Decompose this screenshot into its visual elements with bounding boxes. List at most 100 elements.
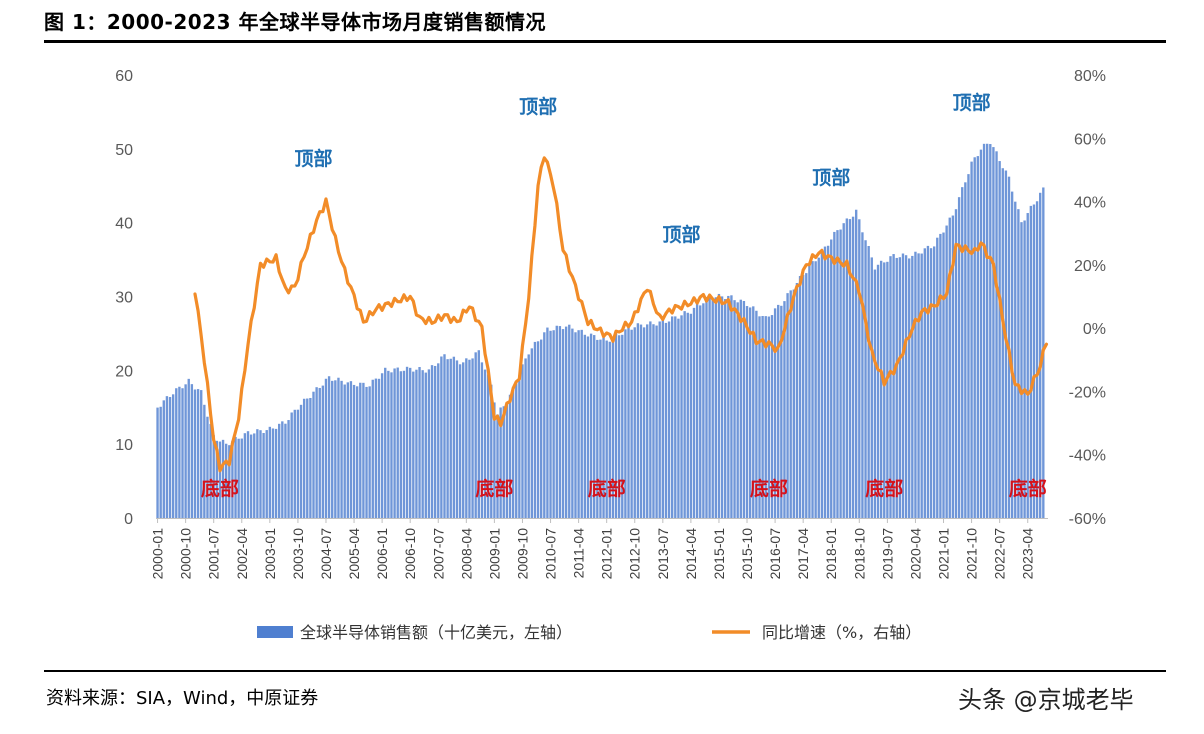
sales-bar [458,364,462,518]
sales-bar [1010,191,1014,518]
sales-bar [599,339,602,518]
sales-bar [795,283,799,518]
sales-bar [365,386,368,518]
sales-bar [184,384,187,518]
sales-bar [942,232,945,518]
sales-bar [493,402,496,518]
sales-bar [692,307,696,518]
sales-bar [655,325,658,518]
sales-bar [864,240,867,519]
sales-bar [708,295,711,518]
sales-bar [839,229,842,518]
sales-bar [312,391,315,518]
sales-bar [571,328,574,518]
x-axis-tick-label: 2022-07 [992,528,1008,580]
sales-bar [315,387,318,518]
sales-bar [196,389,200,518]
sales-bar [895,257,898,518]
sales-bar [727,295,730,518]
x-axis-tick-label: 2021-01 [936,528,952,580]
sales-bar [168,397,172,518]
sales-bar [324,378,328,518]
sales-bar [649,321,652,518]
sales-bar [200,390,203,518]
sales-bar [848,219,852,518]
sales-bar [646,324,649,518]
sales-bar [823,246,827,518]
peak-annotation: 顶部 [294,147,332,170]
sales-bar [465,358,468,518]
sales-bar [970,161,973,518]
bar-series [156,143,1045,519]
sales-bar [951,215,955,518]
sales-bar [986,143,989,518]
x-axis-tick-label: 2012-10 [627,528,643,580]
sales-bar [440,356,443,518]
sales-bar [1029,205,1033,518]
sales-bar [159,406,162,518]
sales-bar [686,312,689,518]
sales-bar [858,219,861,518]
sales-bar [215,440,218,518]
x-axis-tick-label: 2000-01 [150,528,166,580]
sales-bar [377,378,381,518]
sales-bar [914,251,917,519]
sales-bar [540,339,543,518]
sales-bar [680,315,683,518]
sales-bar [739,299,742,518]
sales-bar [462,362,465,518]
sales-bar [496,414,499,518]
sales-bar [331,380,334,518]
sales-bar [318,387,321,518]
sales-bar [820,250,824,518]
sales-bar [384,367,387,518]
sales-bar [926,245,930,518]
x-axis-tick-label: 2021-10 [964,528,980,580]
x-axis-tick-label: 2015-10 [739,528,755,580]
sales-bar [1032,204,1036,519]
sales-bar [621,334,624,518]
sales-bar [861,232,864,518]
sales-bar [290,412,293,518]
trough-annotation: 底部 [865,477,903,500]
sales-bar [287,420,290,518]
sales-bar [558,326,562,518]
sales-bar [786,293,789,518]
sales-bar [670,316,674,518]
sales-bar [387,370,390,518]
sales-bar [505,403,509,518]
sales-bar [396,367,399,518]
sales-bar [483,369,487,518]
right-axis-tick: 0% [1083,321,1106,338]
sales-bar [808,265,811,518]
sales-bar [327,376,331,518]
sales-bar [830,239,833,518]
sales-bar [256,429,259,518]
sales-bar [452,356,456,518]
sales-bar [892,254,895,518]
sales-bar [764,316,767,518]
sales-bar [218,441,222,518]
sales-bar [873,269,877,518]
x-axis-tick-label: 2012-01 [599,528,615,580]
sales-bar [543,332,546,518]
legend-bar-label: 全球半导体销售额（十亿美元，左轴） [300,623,572,642]
sales-bar [867,246,870,518]
sales-bar [982,143,986,518]
sales-bar [564,326,568,518]
sales-bar [801,274,805,518]
sales-bar [979,149,983,518]
sales-bar [664,322,668,518]
sales-bar [574,332,577,518]
trough-annotation: 底部 [1009,477,1047,500]
sales-bar [879,260,883,518]
line-series [193,156,1049,473]
sales-bar [237,438,240,518]
sales-bar [343,384,346,518]
left-axis-tick: 30 [115,290,133,307]
sales-bar [936,237,939,518]
sales-bar [1014,201,1017,519]
sales-bar [886,261,889,518]
sales-bar [240,438,243,518]
sales-bar [521,364,524,518]
